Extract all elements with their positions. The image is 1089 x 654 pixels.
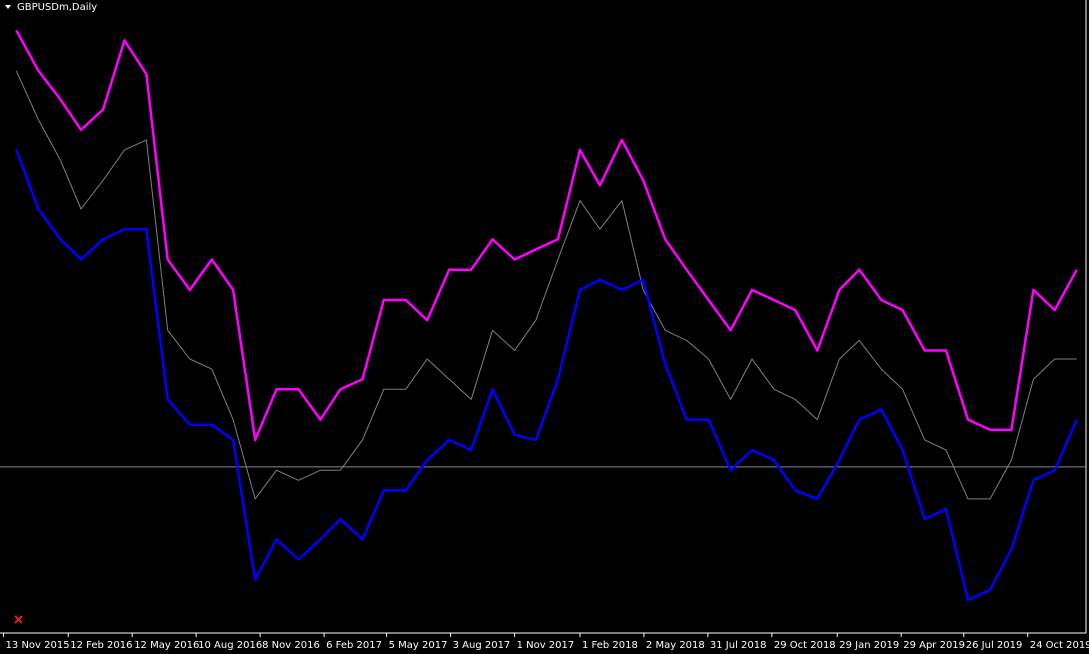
x-tick-label: 31 Jul 2018 — [710, 640, 767, 651]
series-line — [15, 70, 1077, 500]
x-tick-label: 10 Aug 2016 — [198, 640, 262, 651]
close-icon[interactable] — [14, 615, 23, 624]
x-tick-label: 6 Feb 2017 — [326, 640, 382, 651]
x-tick-label: 1 Nov 2017 — [517, 640, 575, 651]
x-tick-label: 12 Feb 2016 — [70, 640, 132, 651]
x-tick-label: 1 Feb 2018 — [582, 640, 638, 651]
x-tick-label: 24 Oct 2019 — [1030, 640, 1089, 651]
series-line — [15, 29, 1078, 442]
x-tick-label: 8 Nov 2016 — [262, 640, 320, 651]
x-tick-label: 5 May 2017 — [389, 640, 448, 651]
x-tick-label: 3 Aug 2017 — [453, 640, 511, 651]
series-line — [15, 149, 1078, 602]
x-tick-label: 29 Apr 2019 — [903, 640, 965, 651]
x-tick-label: 2 May 2018 — [646, 640, 705, 651]
chart-title: GBPUSDm,Daily — [17, 2, 97, 13]
x-tick-label: 29 Oct 2018 — [774, 640, 836, 651]
x-tick-label: 26 Jul 2019 — [966, 640, 1023, 651]
x-tick-label: 13 Nov 2015 — [6, 640, 70, 651]
close-icon-stroke — [14, 615, 23, 624]
x-tick-label: 29 Jan 2019 — [839, 640, 899, 651]
symbol-menu-arrow[interactable] — [5, 5, 11, 9]
x-tick-label: 12 May 2016 — [134, 640, 199, 651]
